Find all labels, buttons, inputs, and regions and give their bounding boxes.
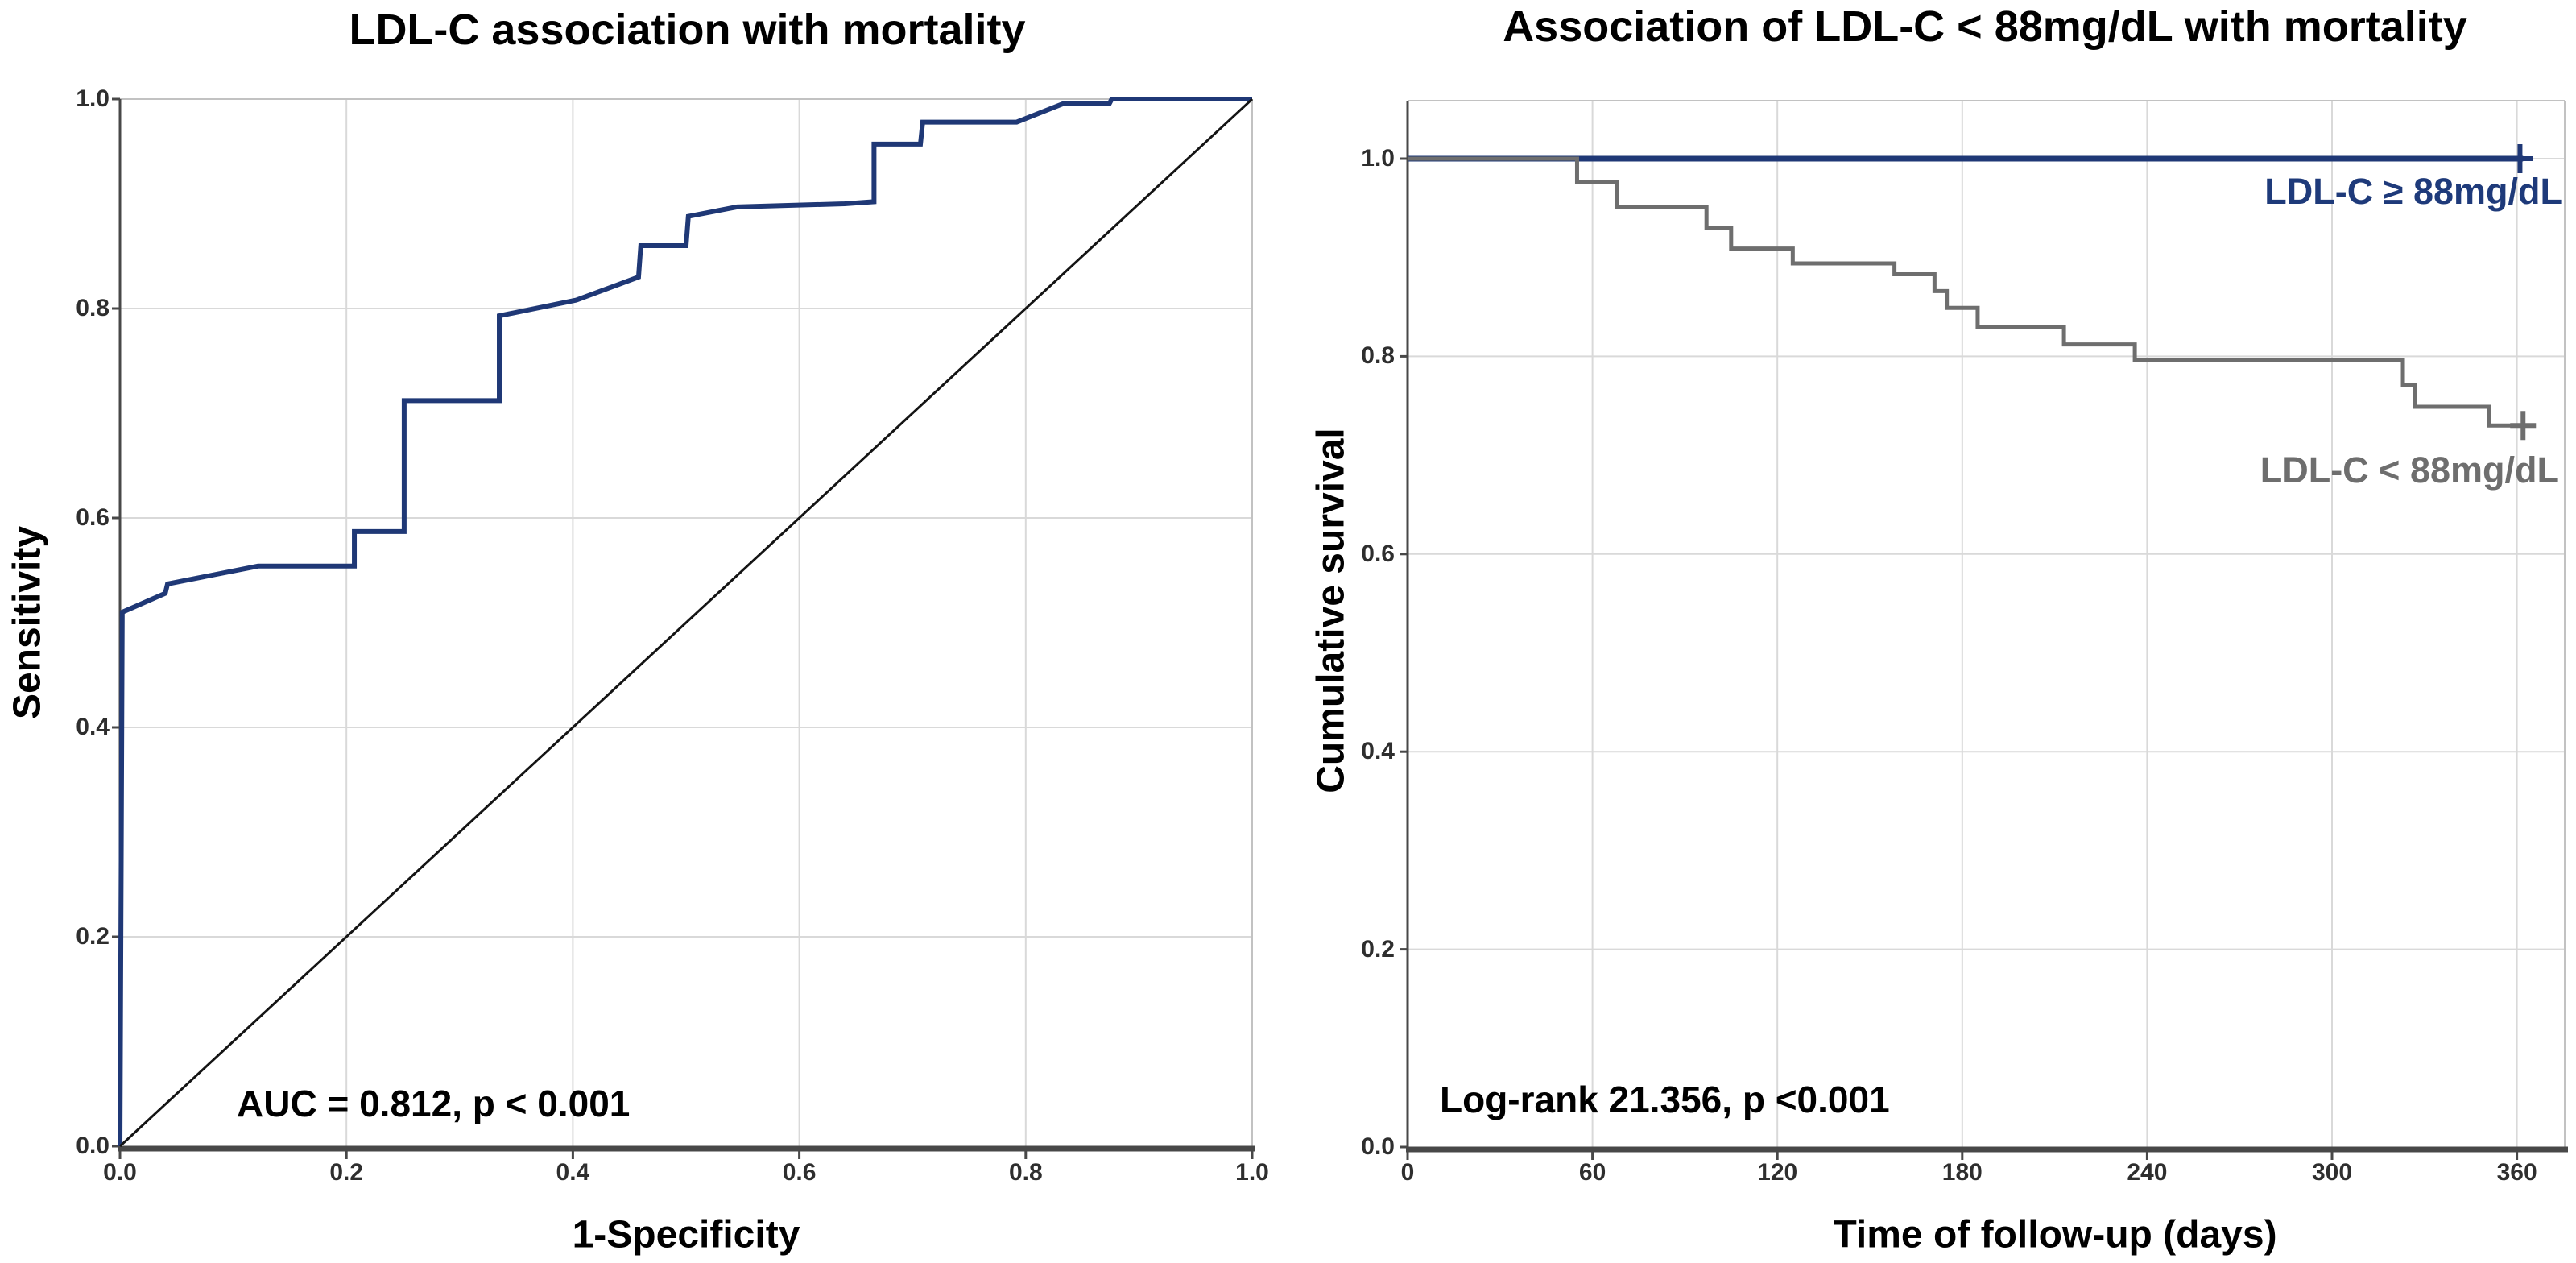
roc-y-tick-label: 1.0 xyxy=(76,85,110,112)
roc-y-tick-label: 0.6 xyxy=(76,504,110,531)
roc-x-tick-label: 0.6 xyxy=(782,1159,817,1186)
km-x-axis-label: Time of follow-up (days) xyxy=(1833,1213,2277,1257)
roc-x-tick-label: 0.8 xyxy=(1008,1159,1043,1186)
km-x-tick-label: 60 xyxy=(1578,1159,1606,1186)
roc-series-reference-diagonal xyxy=(118,97,1254,1148)
km-y-tick-label: 0.2 xyxy=(1361,935,1395,963)
km-chart-title: Association of LDL-C < 88mg/dL with mort… xyxy=(1503,2,2467,51)
roc-chart-title: LDL-C association with mortality xyxy=(349,6,1026,54)
km-y-tick-label: 0.8 xyxy=(1361,342,1395,370)
roc-y-tick-label: 0.2 xyxy=(76,923,110,950)
km-y-tick-label: 0.4 xyxy=(1361,738,1395,765)
km-x-tick-label: 300 xyxy=(2311,1159,2353,1186)
km-y-axis-label: Cumulative survival xyxy=(1309,428,1353,793)
km-x-tick-label: 120 xyxy=(1757,1159,1798,1186)
roc-x-axis-label: 1-Specificity xyxy=(572,1213,800,1257)
km-y-tick-label: 0.6 xyxy=(1361,540,1395,567)
roc-auc-annotation: AUC = 0.812, p < 0.001 xyxy=(237,1083,631,1124)
km-logrank-annotation: Log-rank 21.356, p <0.001 xyxy=(1440,1079,1890,1120)
km-x-tick-label: 180 xyxy=(1941,1159,1983,1186)
roc-y-tick-label: 0.0 xyxy=(76,1133,110,1159)
km-series-ldl-c-88mg-dl xyxy=(1408,156,2536,428)
roc-y-tick-label: 0.8 xyxy=(76,295,110,321)
roc-x-tick-label: 0.2 xyxy=(329,1159,364,1186)
km-x-tick-label: 0 xyxy=(1400,1159,1415,1186)
roc-x-tick-label: 0.4 xyxy=(556,1159,590,1186)
roc-y-tick-label: 0.4 xyxy=(76,714,110,740)
roc-series-roc-curve xyxy=(118,97,1252,1147)
km-legend-low-ldl: LDL-C < 88mg/dL xyxy=(2260,449,2559,491)
roc-x-tick-label: 0.0 xyxy=(103,1159,137,1186)
roc-y-axis-label: Sensitivity xyxy=(6,525,49,720)
km-legend-high-ldl: LDL-C ≥ 88mg/dL xyxy=(2264,171,2562,212)
roc-x-tick-label: 1.0 xyxy=(1235,1159,1269,1186)
km-x-tick-label: 240 xyxy=(2127,1159,2168,1186)
km-x-tick-label: 360 xyxy=(2496,1159,2537,1186)
km-y-tick-label: 1.0 xyxy=(1361,145,1395,172)
km-y-tick-label: 0.0 xyxy=(1361,1133,1395,1160)
